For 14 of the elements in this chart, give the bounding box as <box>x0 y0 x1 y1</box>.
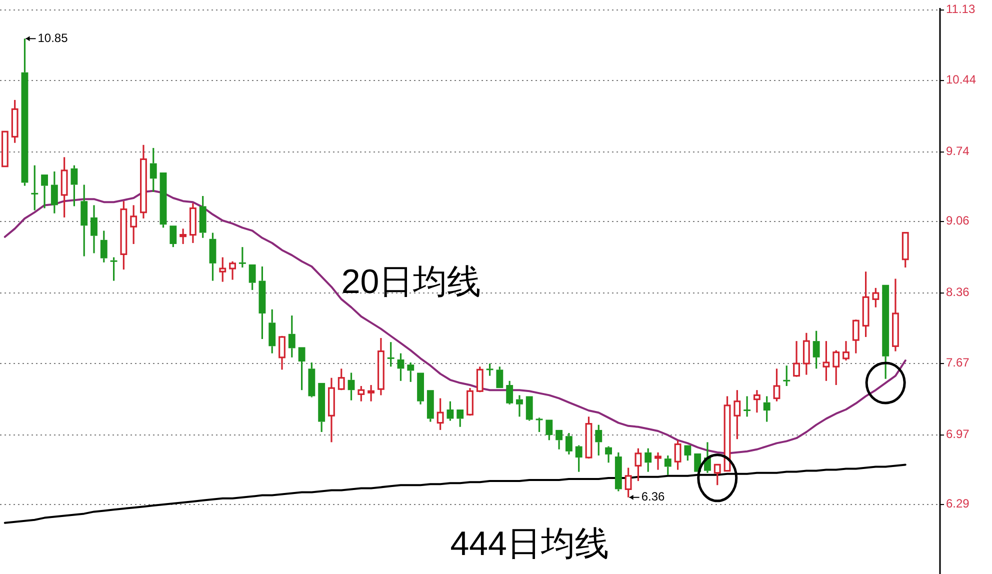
y-tick-label: 6.29 <box>946 496 970 511</box>
y-tick-label: 7.67 <box>946 356 970 370</box>
y-tick-label: 9.74 <box>946 144 970 158</box>
annotation: 6.36 <box>628 490 665 504</box>
y-tick-label: 8.36 <box>946 285 970 300</box>
series-label: 20日均线 <box>341 263 482 302</box>
annotation: 10.85 <box>38 30 68 45</box>
y-tick-label: 6.97 <box>946 427 970 442</box>
y-tick-label: 9.06 <box>946 214 970 228</box>
y-tick-label: 10.44 <box>946 72 976 87</box>
annotation: 6.36 <box>641 490 665 504</box>
legend-label: 444日均线 <box>450 525 609 564</box>
annotation: 10.85 <box>25 30 68 45</box>
y-tick-label: 11.13 <box>946 2 976 16</box>
